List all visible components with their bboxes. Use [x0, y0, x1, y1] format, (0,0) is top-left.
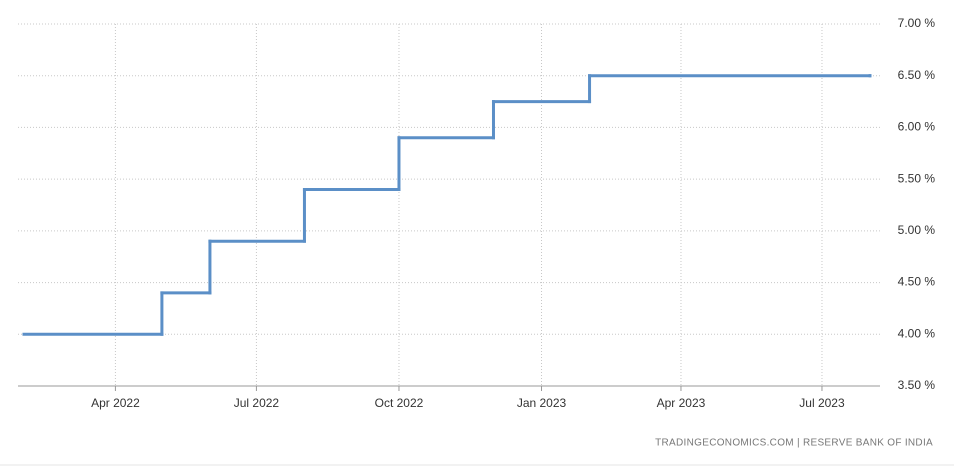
- line-end: [868, 74, 872, 78]
- x-tick-label: Oct 2022: [375, 396, 424, 410]
- y-tick-label: 5.00 %: [898, 223, 936, 237]
- y-tick-label: 4.00 %: [898, 326, 936, 340]
- y-tick-label: 5.50 %: [898, 171, 936, 185]
- x-tick-label: Apr 2022: [91, 396, 140, 410]
- y-tick-label: 4.50 %: [898, 275, 936, 289]
- y-tick-label: 6.00 %: [898, 120, 936, 134]
- x-tick-label: Apr 2023: [657, 396, 706, 410]
- y-tick-label: 6.50 %: [898, 68, 936, 82]
- x-tick-label: Jul 2022: [234, 396, 280, 410]
- y-tick-label: 3.50 %: [898, 378, 936, 392]
- y-tick-label: 7.00 %: [898, 16, 936, 30]
- source-note: TRADINGECONOMICS.COM | RESERVE BANK OF I…: [655, 438, 933, 449]
- x-tick-label: Jul 2023: [799, 396, 845, 410]
- x-tick-label: Jan 2023: [517, 396, 567, 410]
